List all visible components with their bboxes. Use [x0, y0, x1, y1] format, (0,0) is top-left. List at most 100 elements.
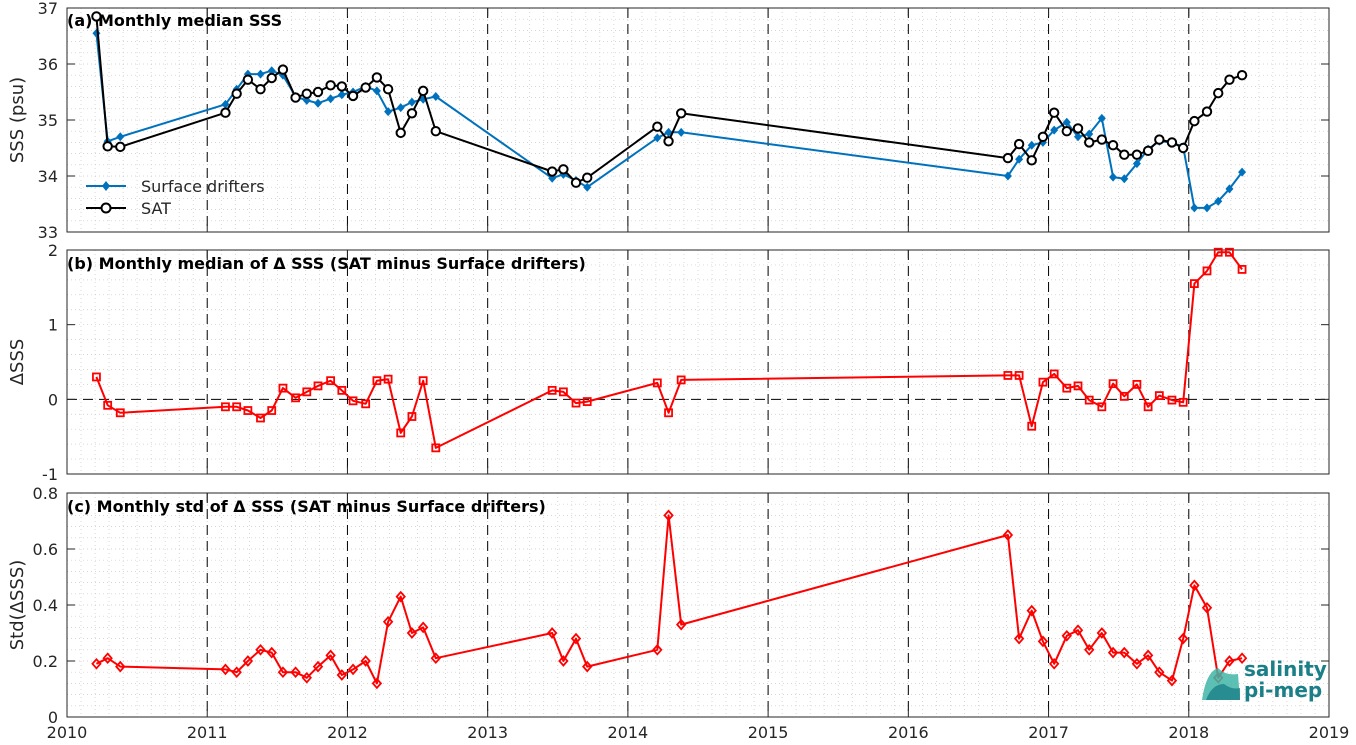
data-point	[1214, 196, 1223, 206]
data-point	[337, 90, 346, 100]
series-layer-b	[92, 247, 1247, 453]
data-point	[1190, 203, 1199, 213]
data-point	[1154, 666, 1165, 679]
data-point	[256, 413, 265, 423]
data-point	[582, 660, 593, 673]
data-point	[277, 666, 289, 679]
data-point	[1131, 657, 1143, 670]
data-point	[115, 660, 126, 673]
logo-text-line2: pi-mep	[1244, 678, 1322, 702]
data-point	[1177, 142, 1189, 154]
y-tick-label: 0.2	[33, 652, 58, 671]
data-point	[1237, 265, 1247, 274]
data-point	[418, 376, 428, 386]
data-point	[1061, 629, 1072, 642]
data-point	[347, 90, 359, 102]
y-tick-label: 0	[48, 708, 58, 727]
data-point	[676, 375, 686, 385]
panel-c-ylabel: Std(ΔSSS)	[7, 560, 28, 651]
data-point	[652, 121, 663, 132]
data-point	[291, 393, 300, 403]
data-point	[255, 84, 266, 95]
data-point	[1178, 397, 1188, 407]
data-point	[326, 94, 335, 104]
data-point	[1166, 674, 1178, 687]
y-tick-label: -1	[42, 465, 58, 484]
data-point	[430, 652, 441, 665]
data-point	[1224, 74, 1235, 85]
data-point	[1201, 106, 1213, 117]
data-point	[231, 666, 242, 679]
data-point	[1074, 132, 1083, 142]
data-point	[1109, 172, 1118, 182]
data-point	[231, 88, 242, 99]
data-point	[220, 663, 231, 676]
panel-a-ylabel: SSS (psu)	[7, 77, 28, 163]
panel-c: 0 0.2 0.4 0.6 0.8 2010 2011 2012 2013 2014 2015 201…	[33, 484, 1350, 742]
data-point	[1003, 371, 1013, 380]
data-point	[1166, 137, 1178, 148]
data-point	[1213, 247, 1223, 257]
data-point	[382, 615, 394, 628]
data-point	[1073, 381, 1083, 391]
data-point	[1014, 371, 1024, 380]
data-point	[1003, 171, 1012, 181]
axes-layer: 33 34 35 36 37 -1 0 1 2 0 0.2 0.4 0.6 0.8 2010 2011 2012…	[33, 0, 1350, 742]
data-point	[1048, 107, 1060, 118]
data-point	[313, 381, 323, 391]
data-point	[1131, 149, 1143, 160]
data-point	[406, 108, 418, 119]
x-tick-label: 2010	[47, 723, 88, 742]
data-point	[1189, 279, 1199, 289]
data-point	[1026, 604, 1037, 617]
data-point	[242, 655, 254, 667]
data-point	[1236, 652, 1248, 665]
data-point	[243, 406, 253, 415]
data-point	[1213, 87, 1224, 99]
data-point	[267, 406, 277, 415]
y-tick-label: 0	[48, 390, 58, 409]
data-point	[1037, 635, 1049, 648]
data-point	[1107, 646, 1119, 659]
data-point	[301, 88, 312, 99]
x-tick-label: 2012	[327, 723, 368, 742]
data-point	[312, 660, 324, 673]
data-point	[1061, 126, 1072, 137]
data-point	[1132, 159, 1141, 169]
data-point	[396, 428, 406, 438]
data-point	[1096, 134, 1108, 145]
data-point	[546, 166, 558, 177]
data-point	[1119, 646, 1130, 659]
data-point	[1238, 167, 1247, 177]
data-point	[570, 632, 582, 645]
data-point	[384, 107, 393, 117]
data-point	[406, 627, 418, 639]
data-point	[1108, 379, 1118, 389]
data-point	[430, 126, 441, 137]
data-point	[396, 103, 405, 113]
data-point	[1189, 115, 1200, 127]
data-point	[1225, 247, 1234, 257]
data-point	[115, 408, 125, 418]
data-point	[360, 655, 371, 667]
data-point	[407, 97, 416, 107]
data-point	[663, 509, 674, 522]
data-point	[91, 11, 102, 22]
data-point	[1202, 266, 1212, 276]
data-point	[558, 387, 568, 397]
x-tick-label: 2017	[1028, 723, 1069, 742]
data-point	[371, 677, 383, 690]
data-point	[1142, 145, 1154, 157]
data-point	[313, 98, 322, 108]
panel-c-title: (c) Monthly std of Δ SSS (SAT minus Surf…	[67, 497, 546, 516]
data-point	[1013, 632, 1025, 645]
data-point	[407, 412, 417, 421]
y-tick-label: 34	[38, 167, 58, 186]
data-point	[232, 402, 242, 412]
x-tick-label: 2016	[888, 723, 929, 742]
y-tick-label: 37	[38, 0, 58, 18]
data-point	[347, 663, 359, 676]
data-point	[582, 397, 592, 406]
x-tick-label: 2014	[608, 723, 649, 742]
data-point	[1203, 203, 1212, 213]
